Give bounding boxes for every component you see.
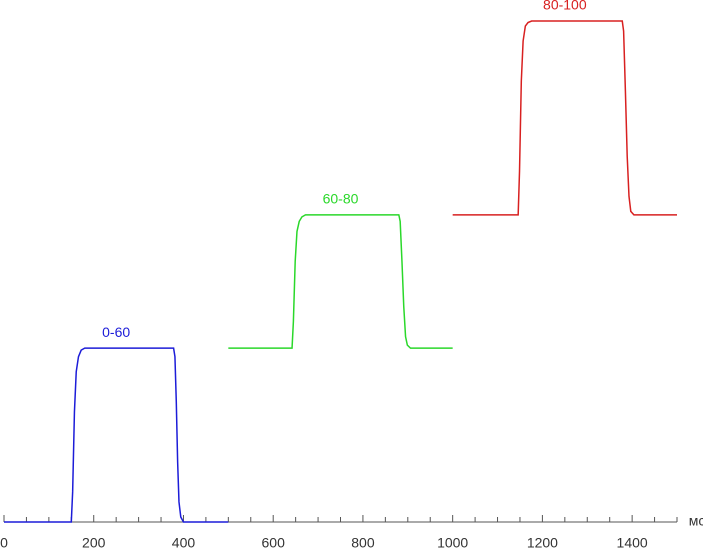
- x-tick-label: 800: [351, 535, 375, 551]
- x-axis-label: мс: [689, 513, 703, 529]
- x-tick-label: 1200: [527, 535, 558, 551]
- x-tick-label: 400: [172, 535, 196, 551]
- series-line: [4, 347, 229, 523]
- x-tick-label: 1400: [617, 535, 648, 551]
- series-line: [452, 20, 677, 216]
- x-tick-label: 0: [0, 535, 8, 551]
- x-tick-label: 600: [262, 535, 286, 551]
- series-line: [228, 214, 453, 349]
- x-tick-label: 1000: [437, 535, 468, 551]
- x-tick-label: 200: [82, 535, 106, 551]
- series-label: 60-80: [323, 191, 359, 207]
- series-label: 0-60: [102, 324, 130, 340]
- series-label: 80-100: [543, 0, 587, 13]
